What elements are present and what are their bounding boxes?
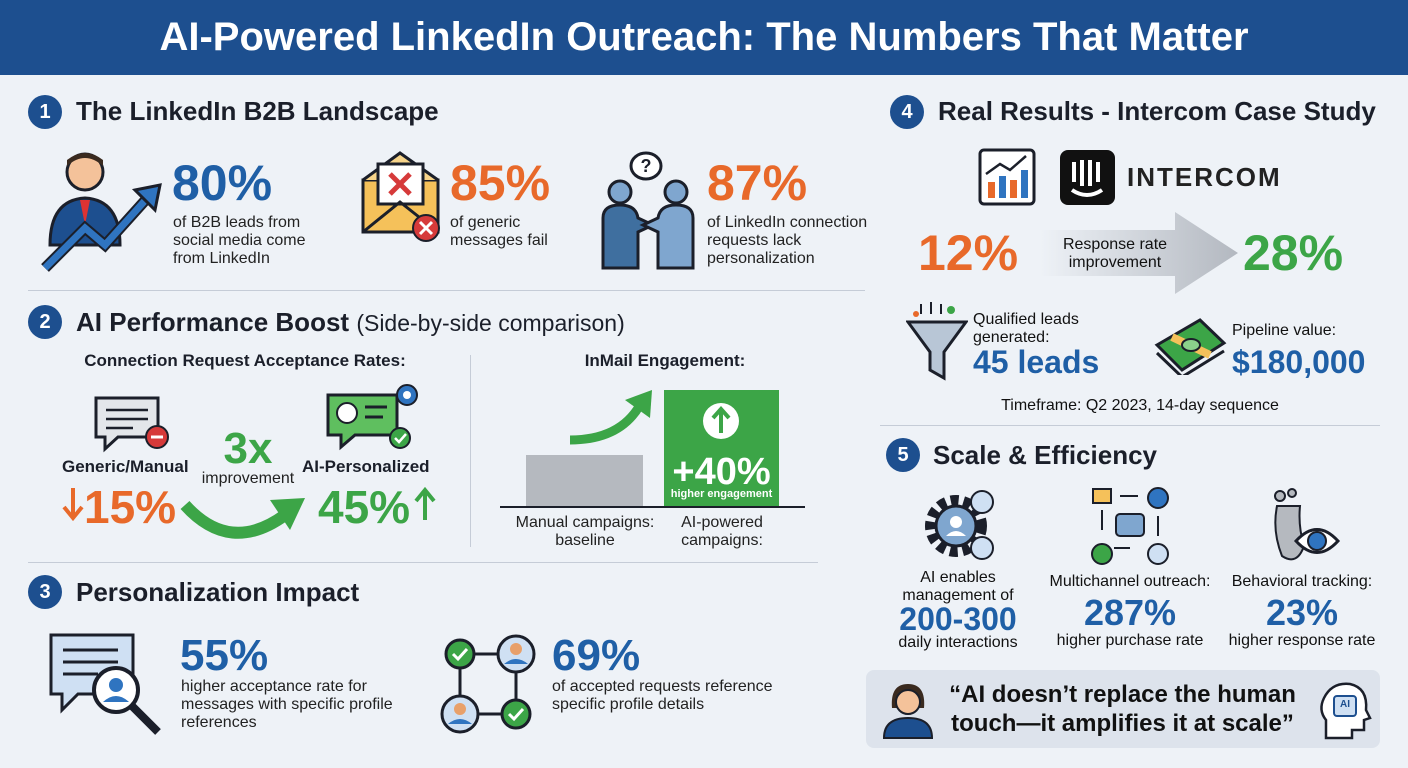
item-value: 287% xyxy=(1083,592,1177,633)
up-arrow xyxy=(414,486,436,520)
down-arrow xyxy=(62,488,84,522)
section-number: 4 xyxy=(890,95,924,129)
item-note: higher response rate xyxy=(1228,632,1376,649)
divider xyxy=(880,425,1380,426)
item-note: daily interactions xyxy=(898,634,1018,651)
money-icon xyxy=(1154,318,1227,375)
chart-icon xyxy=(978,148,1036,206)
stat-value: 69% xyxy=(552,631,641,680)
email-fail-icon xyxy=(361,151,440,242)
sub-heading: InMail Engagement: xyxy=(584,351,746,370)
stat-text: of accepted requests reference specific … xyxy=(552,678,773,713)
quote: “AI doesn’t replace the human touch—it a… xyxy=(949,681,1296,737)
from-value: 12% xyxy=(918,225,1019,281)
label: AI-Personalized xyxy=(302,457,430,476)
stat-value: 55% xyxy=(180,631,269,680)
handshake-icon: ? xyxy=(601,151,695,270)
stat-value: 87% xyxy=(707,155,808,211)
curve-arrow xyxy=(180,498,305,539)
section-number: 2 xyxy=(28,305,62,339)
section-title: AI Performance Boost (Side-by-side compa… xyxy=(76,307,625,338)
stat-text: of B2B leads from social media come from… xyxy=(173,214,306,267)
svg-text:?: ? xyxy=(641,156,652,176)
engagement-bars xyxy=(500,390,805,508)
quote-box xyxy=(866,670,1380,748)
stat-text: higher acceptance rate for messages with… xyxy=(181,678,393,731)
divider xyxy=(28,290,865,291)
divider xyxy=(470,355,471,547)
item-value: 200-300 xyxy=(899,601,1017,637)
timeframe: Timeframe: Q2 2023, 14-day sequence xyxy=(1001,397,1279,414)
item-label: AI enables management of xyxy=(902,569,1014,604)
multichannel-icon xyxy=(1091,487,1169,565)
multiplier: 3x xyxy=(223,424,273,473)
chip-label: AI xyxy=(1340,699,1350,710)
label: Generic/Manual xyxy=(62,457,189,476)
multiplier-label: improvement xyxy=(201,470,295,487)
leads-label: Qualified leads generated: xyxy=(973,311,1079,346)
section-title: Personalization Impact xyxy=(76,577,360,607)
tracking-icon xyxy=(1274,488,1341,561)
section-title: Scale & Efficiency xyxy=(933,440,1157,470)
section-number: 5 xyxy=(886,438,920,472)
ai-head-icon xyxy=(1320,682,1372,740)
arrow-label: Response rate improvement xyxy=(1062,236,1168,271)
profile-match-icon xyxy=(440,634,536,734)
profile-search-icon xyxy=(49,633,161,735)
item-note: higher purchase rate xyxy=(1056,632,1204,649)
stat-value: 45% xyxy=(318,481,411,533)
stat-value: 15% xyxy=(84,481,177,533)
stat-value: 85% xyxy=(450,155,551,211)
stat-value: 80% xyxy=(172,155,273,211)
bar-label: AI-powered campaigns: xyxy=(681,514,763,549)
item-label: Behavioral tracking: xyxy=(1231,573,1373,590)
boost-value: +40% xyxy=(672,451,771,493)
leads-value: 45 leads xyxy=(973,344,1100,380)
section-title-text: AI Performance Boost xyxy=(76,307,350,337)
boost-label: higher engagement xyxy=(670,488,773,500)
to-value: 28% xyxy=(1243,225,1344,281)
improvement-arrow xyxy=(1040,212,1238,294)
section-title: The LinkedIn B2B Landscape xyxy=(76,96,439,126)
section-number: 1 xyxy=(28,95,62,129)
section-number: 3 xyxy=(28,575,62,609)
bar-label: Manual campaigns: baseline xyxy=(515,514,655,549)
stat-text: of LinkedIn connection requests lack per… xyxy=(707,214,868,267)
pipeline-label: Pipeline value: xyxy=(1232,322,1337,339)
funnel-icon xyxy=(906,302,968,381)
sub-heading: Connection Request Acceptance Rates: xyxy=(84,351,406,370)
item-value: 23% xyxy=(1265,592,1339,633)
intercom-logo xyxy=(1060,150,1115,205)
header-title: AI-Powered LinkedIn Outreach: The Number… xyxy=(0,0,1408,75)
person-icon xyxy=(882,684,934,739)
growth-icon xyxy=(41,152,162,272)
item-label: Multichannel outreach: xyxy=(1049,573,1211,590)
pipeline-value: $180,000 xyxy=(1232,344,1366,380)
section-title: Real Results - Intercom Case Study xyxy=(938,96,1376,126)
message-icon xyxy=(94,396,169,453)
stat-text: of generic messages fail xyxy=(450,214,548,249)
section-subtitle: (Side-by-side comparison) xyxy=(356,310,625,336)
brand: INTERCOM xyxy=(1127,162,1282,192)
gear-icon xyxy=(925,490,994,560)
ai-message-icon xyxy=(326,384,418,451)
divider xyxy=(28,562,818,563)
